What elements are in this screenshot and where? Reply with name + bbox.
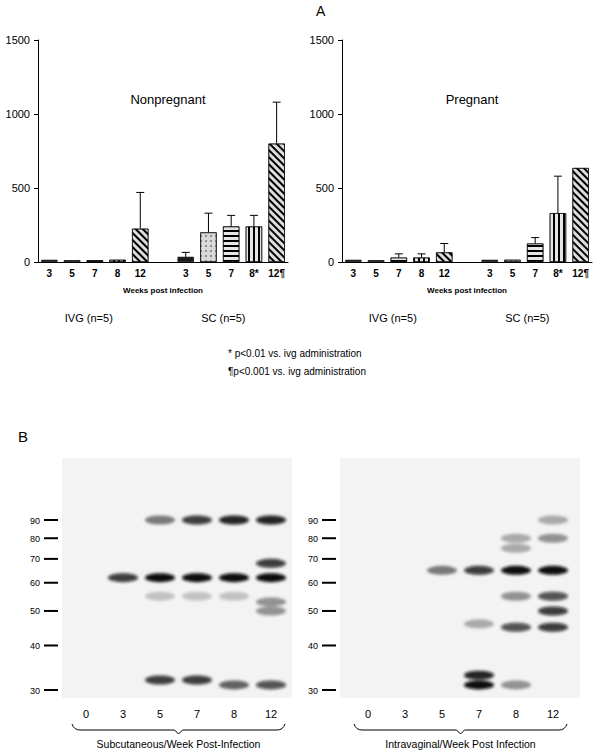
svg-text:3: 3 — [402, 708, 408, 720]
svg-text:70: 70 — [308, 554, 318, 564]
svg-text:3: 3 — [120, 708, 126, 720]
svg-text:8*: 8* — [249, 268, 259, 279]
svg-text:1000: 1000 — [310, 108, 334, 120]
svg-text:40: 40 — [308, 641, 318, 651]
svg-text:8: 8 — [115, 268, 121, 279]
svg-text:7: 7 — [532, 268, 538, 279]
svg-text:12: 12 — [135, 268, 147, 279]
svg-text:0: 0 — [83, 708, 89, 720]
svg-text:Nonpregnant: Nonpregnant — [130, 92, 206, 107]
svg-text:7: 7 — [476, 708, 482, 720]
svg-text:Intravaginal/Week Post Infecti: Intravaginal/Week Post Infection — [385, 738, 536, 750]
svg-text:12¶: 12¶ — [572, 268, 589, 279]
svg-text:7: 7 — [92, 268, 98, 279]
svg-text:8: 8 — [231, 708, 237, 720]
svg-text:SC (n=5): SC (n=5) — [505, 312, 549, 324]
svg-text:70: 70 — [30, 554, 40, 564]
svg-text:80: 80 — [308, 534, 318, 544]
svg-text:* p<0.01 vs. ivg administratio: * p<0.01 vs. ivg administration — [228, 348, 362, 359]
svg-text:12¶: 12¶ — [268, 268, 285, 279]
svg-text:Weeks post infection: Weeks post infection — [427, 286, 507, 295]
svg-text:30: 30 — [30, 686, 40, 696]
svg-text:12: 12 — [547, 708, 559, 720]
svg-text:1500: 1500 — [6, 34, 30, 46]
svg-text:8: 8 — [419, 268, 425, 279]
svg-text:5: 5 — [157, 708, 163, 720]
svg-text:IVG (n=5): IVG (n=5) — [65, 312, 113, 324]
svg-text:B: B — [18, 428, 28, 445]
svg-text:60: 60 — [30, 578, 40, 588]
svg-text:1000: 1000 — [6, 108, 30, 120]
svg-text:30: 30 — [308, 686, 318, 696]
svg-text:IVG (n=5): IVG (n=5) — [369, 312, 417, 324]
svg-text:5: 5 — [439, 708, 445, 720]
svg-text:Weeks post infection: Weeks post infection — [123, 286, 203, 295]
svg-text:¶p<0.001 vs. ivg administratio: ¶p<0.001 vs. ivg administration — [228, 366, 366, 377]
svg-text:3: 3 — [183, 268, 189, 279]
svg-text:5: 5 — [373, 268, 379, 279]
svg-text:500: 500 — [12, 182, 30, 194]
svg-text:3: 3 — [487, 268, 493, 279]
svg-text:8: 8 — [513, 708, 519, 720]
svg-text:12: 12 — [439, 268, 451, 279]
svg-text:5: 5 — [69, 268, 75, 279]
svg-text:90: 90 — [308, 516, 318, 526]
svg-text:7: 7 — [228, 268, 234, 279]
svg-text:Subcutaneous/Week Post-Infecti: Subcutaneous/Week Post-Infection — [97, 738, 261, 750]
svg-text:3: 3 — [47, 268, 53, 279]
svg-text:3: 3 — [351, 268, 357, 279]
svg-text:12: 12 — [265, 708, 277, 720]
svg-text:50: 50 — [308, 606, 318, 616]
svg-text:50: 50 — [30, 606, 40, 616]
svg-text:1500: 1500 — [310, 34, 334, 46]
svg-text:7: 7 — [194, 708, 200, 720]
svg-text:8*: 8* — [553, 268, 563, 279]
svg-text:5: 5 — [206, 268, 212, 279]
svg-text:0: 0 — [365, 708, 371, 720]
svg-text:40: 40 — [30, 641, 40, 651]
svg-text:Pregnant: Pregnant — [446, 92, 499, 107]
svg-text:SC (n=5): SC (n=5) — [201, 312, 245, 324]
svg-text:90: 90 — [30, 516, 40, 526]
svg-text:60: 60 — [308, 578, 318, 588]
svg-text:5: 5 — [510, 268, 516, 279]
svg-text:0: 0 — [24, 256, 30, 268]
svg-text:80: 80 — [30, 534, 40, 544]
svg-text:7: 7 — [396, 268, 402, 279]
svg-text:0: 0 — [328, 256, 334, 268]
svg-text:500: 500 — [316, 182, 334, 194]
svg-text:A: A — [316, 3, 326, 19]
